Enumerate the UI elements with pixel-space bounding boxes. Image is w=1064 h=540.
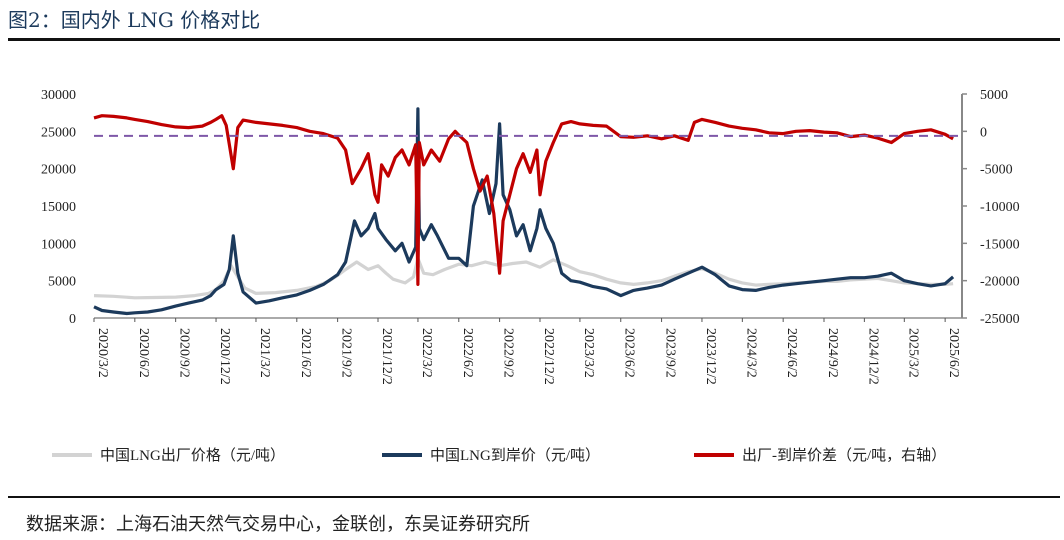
left-y-tick-label: 10000: [41, 237, 76, 252]
x-tick-label: 2024/9/2: [825, 328, 840, 378]
x-tick-label: 2021/3/2: [257, 328, 272, 378]
right-y-tick-label: 0: [980, 125, 987, 140]
left-y-tick-label: 30000: [41, 88, 76, 103]
right-y-tick-label: -25000: [980, 312, 1020, 327]
bottom-rule: [8, 496, 1060, 498]
right-y-tick-label: -15000: [980, 237, 1020, 252]
x-tick-label: 2022/6/2: [460, 328, 475, 378]
x-tick-label: 2022/12/2: [541, 328, 556, 385]
series-line-3: [93, 114, 954, 286]
x-tick-label: 2020/3/2: [95, 328, 110, 378]
x-tick-label: 2021/6/2: [298, 328, 313, 378]
data-source: 数据来源：上海石油天然气交易中心，金联创，东吴证券研究所: [26, 514, 530, 535]
right-y-tick-label: 5000: [980, 88, 1008, 103]
right-y-tick-label: -10000: [980, 200, 1020, 215]
legend-label-3: 出厂-到岸价差（元/吨，右轴）: [742, 447, 946, 464]
top-rule: [8, 38, 1060, 41]
left-y-tick-label: 0: [69, 312, 76, 327]
x-tick-label: 2021/12/2: [379, 328, 394, 385]
x-tick-label: 2020/12/2: [217, 328, 232, 385]
x-tick-label: 2022/9/2: [501, 328, 516, 378]
x-tick-label: 2024/12/2: [865, 328, 880, 385]
left-y-tick-label: 15000: [41, 200, 76, 215]
series-line-2: [93, 107, 955, 316]
x-tick-label: 2025/6/2: [946, 328, 961, 378]
legend-label-1: 中国LNG出厂价格（元/吨）: [100, 447, 285, 464]
x-tick-label: 2023/3/2: [581, 328, 596, 378]
right-y-tick-label: -5000: [980, 163, 1013, 178]
figure-title: 图2：国内外 LNG 价格对比: [8, 8, 261, 32]
lng-price-chart: 0 5000 10000 15000 20000 25000 30000 5000 0 -5000…: [41, 88, 1020, 464]
x-tick-label: 2020/6/2: [136, 328, 151, 378]
x-tick-label: 2023/12/2: [703, 328, 718, 385]
series-line-1: [93, 256, 954, 300]
x-tick-label: 2023/9/2: [663, 328, 678, 378]
x-tick-label: 2021/9/2: [339, 328, 354, 378]
left-y-tick-label: 20000: [41, 163, 76, 178]
right-y-tick-label: -20000: [980, 275, 1020, 290]
legend-label-2: 中国LNG到岸价（元/吨）: [430, 447, 600, 464]
x-tick-label: 2024/6/2: [784, 328, 799, 378]
x-tick-label: 2023/6/2: [622, 328, 637, 378]
x-tick-label: 2020/9/2: [177, 328, 192, 378]
left-y-tick-label: 25000: [41, 125, 76, 140]
left-y-tick-label: 5000: [48, 275, 76, 290]
x-tick-label: 2022/3/2: [419, 328, 434, 378]
x-tick-label: 2024/3/2: [743, 328, 758, 378]
x-tick-label: 2025/3/2: [905, 328, 920, 378]
